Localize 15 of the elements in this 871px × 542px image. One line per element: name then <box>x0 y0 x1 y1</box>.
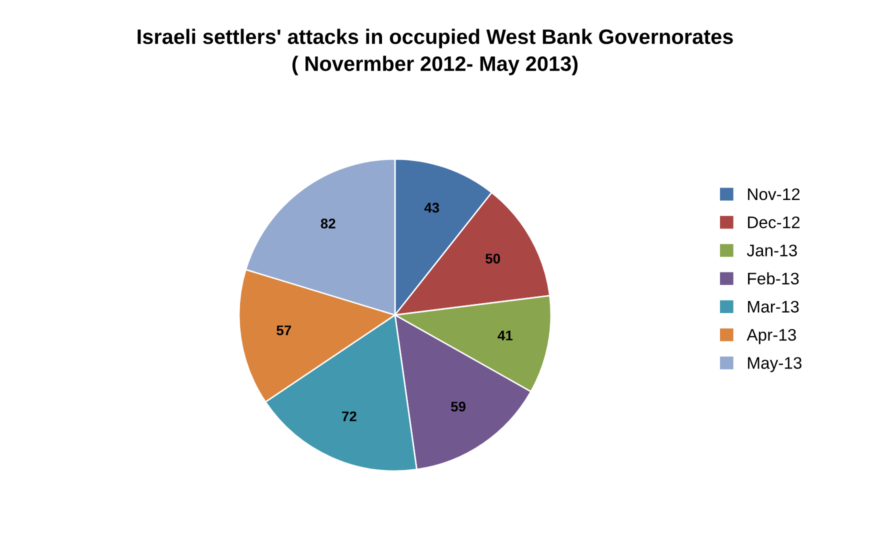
legend-label: May-13 <box>748 357 802 372</box>
legend-label: Mar-13 <box>748 300 799 313</box>
legend-label: Jan-13 <box>746 244 797 256</box>
legend-label: Feb-13 <box>748 272 799 285</box>
chart-title: Israeli settlers' attacks in occupied West Bank Governorates ( Novermber 2012- May 2013) <box>138 28 733 76</box>
data-label: 72 <box>342 411 356 422</box>
data-label: 50 <box>486 254 500 264</box>
legend-label: Apr-13 <box>746 328 796 344</box>
data-label: 57 <box>276 326 292 336</box>
data-label: 41 <box>498 330 513 340</box>
legend-label: Nov-12 <box>748 188 800 200</box>
data-label: 82 <box>320 218 336 228</box>
data-label: 59 <box>451 402 466 412</box>
legend-label: Dec-12 <box>748 216 800 228</box>
data-label: 43 <box>424 202 440 213</box>
